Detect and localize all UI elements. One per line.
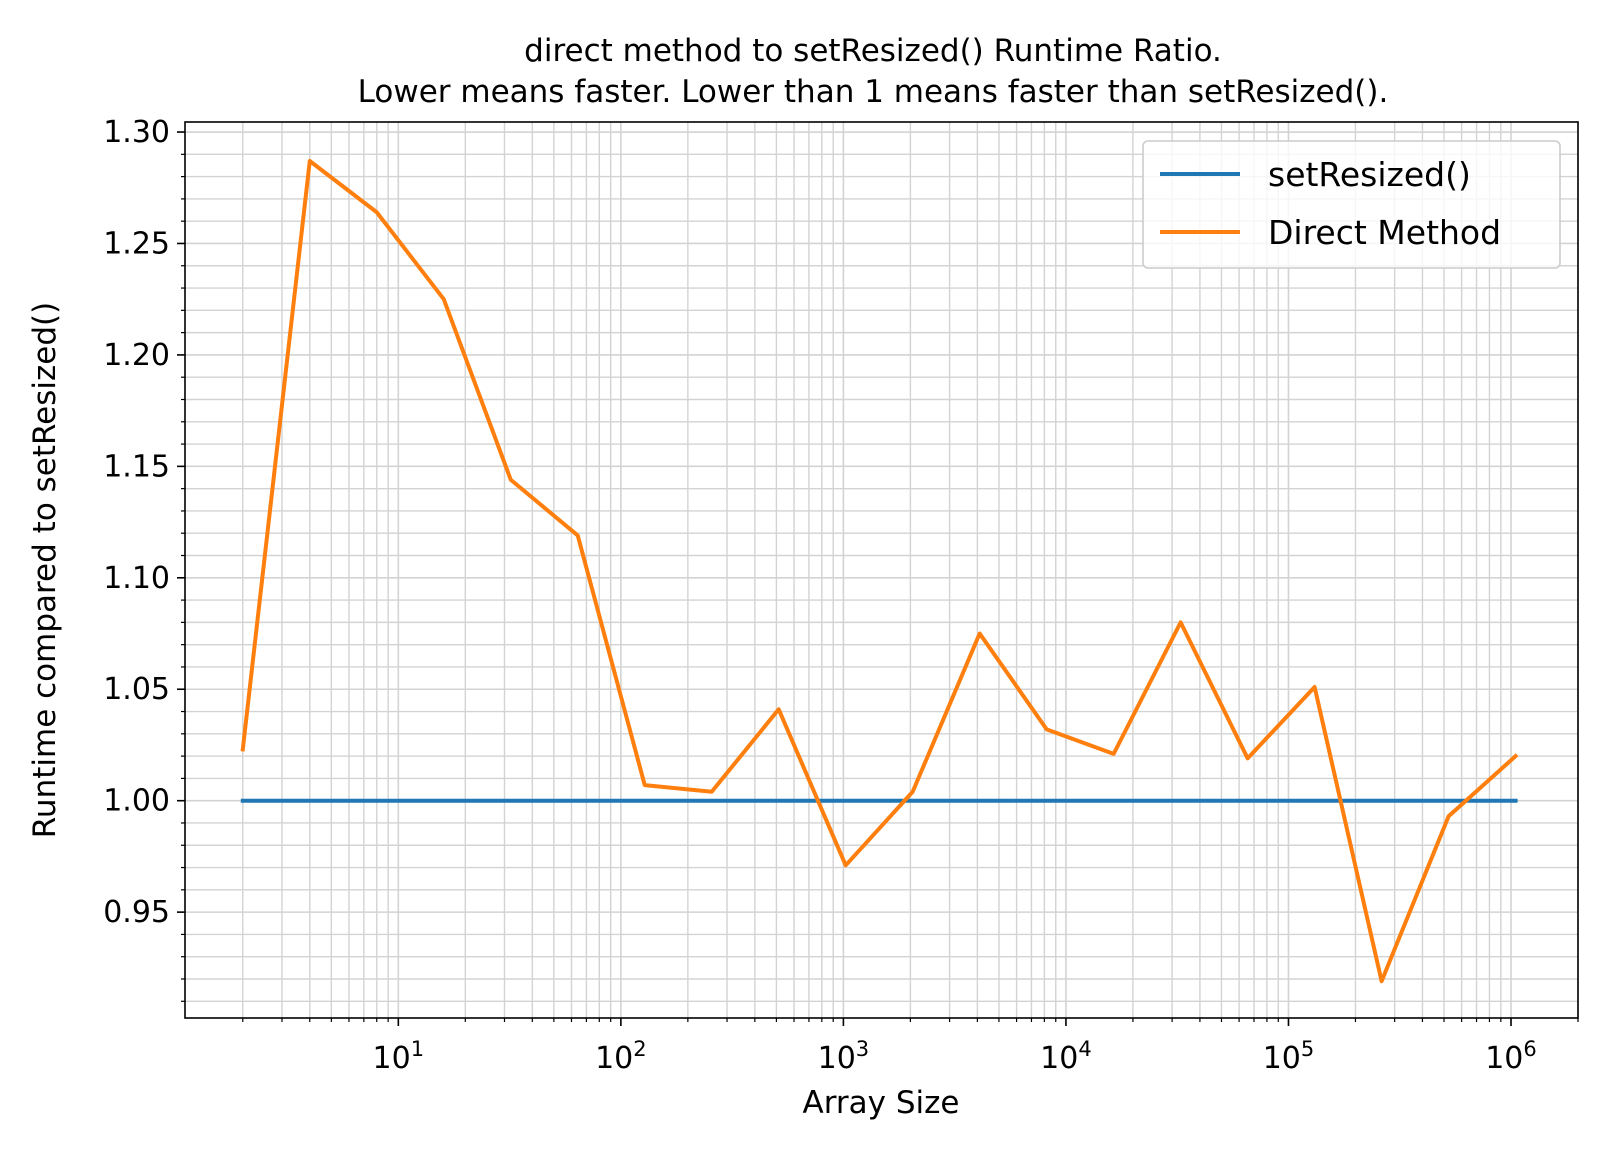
legend-label-setresized: setResized() [1268,155,1471,194]
chart-title-line-1: direct method to setResized() Runtime Ra… [524,33,1222,69]
series-layer [240,159,1519,984]
y-tick-label: 1.30 [103,115,170,150]
chart-title-line-2: Lower means faster. Lower than 1 means f… [358,74,1389,110]
x-tick-label: 102 [595,1037,647,1076]
x-tick-label: 103 [818,1037,870,1076]
y-tick-label: 1.20 [103,338,170,373]
x-tick-label: 106 [1485,1037,1537,1076]
y-tick-label: 0.95 [103,895,170,930]
series-line-direct-method [240,159,1519,984]
y-tick-label: 1.10 [103,561,170,596]
y-axis: 0.95 1.00 1.05 1.10 1.15 1.20 1.25 1.30 [103,115,185,1002]
y-tick-label: 1.15 [103,449,170,484]
grid-lines [185,122,1579,1018]
legend-box [1142,140,1561,269]
x-tick-label: 101 [373,1037,425,1076]
y-tick-label: 1.05 [103,672,170,707]
y-tick-label: 1.00 [103,784,170,819]
legend: setResized() Direct Method [1142,140,1561,269]
plot-frame [184,121,1579,1019]
x-tick-label: 105 [1263,1037,1315,1076]
x-axis: 101 102 103 104 105 106 [242,1018,1579,1076]
x-tick-label: 104 [1040,1037,1092,1076]
chart-title: direct method to setResized() Runtime Ra… [358,33,1389,110]
y-axis-label: Runtime compared to setResized() [27,302,63,838]
legend-label-direct-method: Direct Method [1268,213,1501,252]
x-axis-label: Array Size [803,1085,960,1121]
y-tick-label: 1.25 [103,226,170,261]
